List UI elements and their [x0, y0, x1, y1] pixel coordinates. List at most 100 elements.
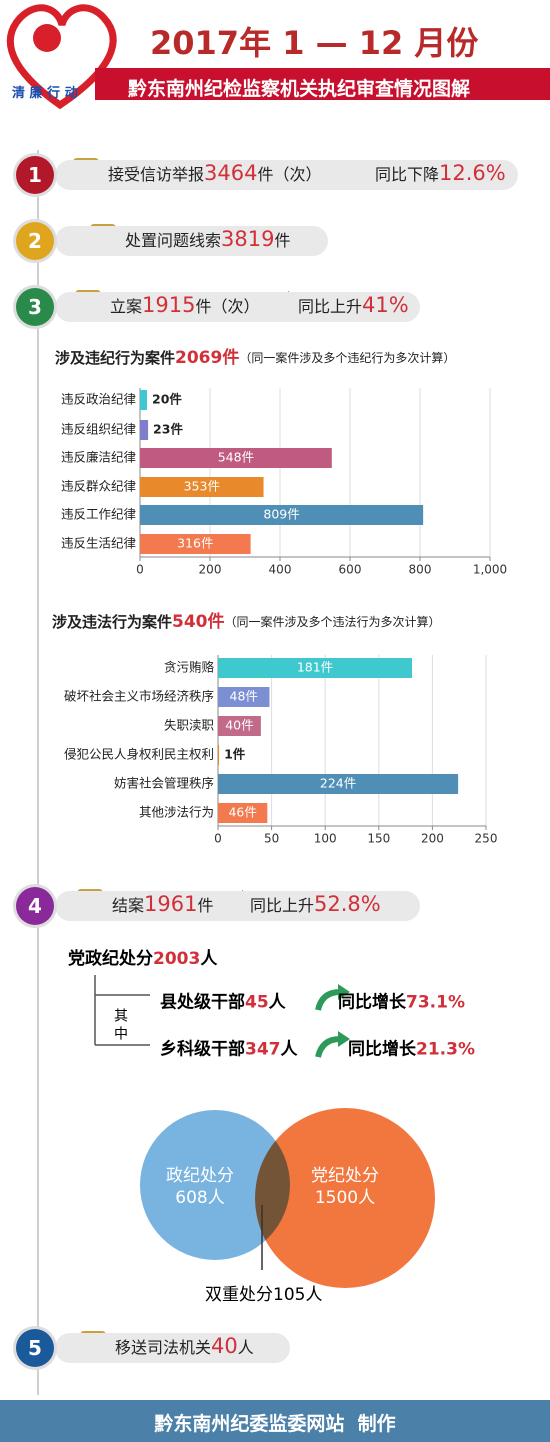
logo-heart [6, 4, 117, 110]
section-part: 接受信访举报 [108, 165, 205, 184]
category-label: 失职渎职 [164, 718, 214, 733]
value-label: 40件 [225, 718, 253, 733]
section-trend: 同比下降 12.6% [375, 161, 506, 185]
section-text: 移送司法机关 40 人 [115, 1334, 254, 1358]
chart-title-text: 涉及违法行为案件 [52, 613, 172, 631]
value-label: 46件 [228, 805, 256, 820]
trend-arrow-head [338, 1031, 350, 1047]
title: 2017年 1 — 12 月份 [150, 24, 479, 62]
x-tick-label: 150 [367, 832, 390, 846]
x-tick-label: 200 [421, 832, 444, 846]
category-label: 违反工作纪律 [61, 507, 136, 522]
x-tick-label: 50 [264, 832, 279, 846]
trend-arrow [315, 1036, 341, 1058]
venn-overlap: 双重处分105人 [205, 1285, 323, 1305]
category-label: 贪污贿赂 [164, 660, 215, 675]
trend-label: 同比下降 [375, 165, 440, 184]
bar [218, 803, 268, 823]
chart-title-value: 540件 [172, 611, 225, 632]
category-label: 其他涉法行为 [139, 805, 214, 820]
venn-left-text: 政纪处分 608人 [166, 1166, 234, 1208]
section-text: 接受信访举报 3464 件（次） [108, 161, 321, 185]
value-label: 316件 [177, 536, 213, 551]
section-number: 2 [16, 222, 54, 260]
section-pill [55, 1333, 290, 1363]
bar [218, 774, 459, 794]
footer: 黔东南州纪委监委网站 制作 [154, 1413, 396, 1435]
trend-value: 12.6% [439, 161, 506, 185]
value-label: 181件 [297, 660, 333, 675]
section-part: 处置问题线索 [125, 231, 222, 250]
category-label: 违反群众纪律 [61, 479, 136, 494]
sanction-total: 党政纪处分2003人 [68, 949, 218, 969]
section-trend: 同比上升 52.8% [250, 892, 381, 916]
section-part: 结案 [112, 896, 145, 915]
section-part: 1961 [144, 892, 198, 916]
section-part: 1915 [142, 293, 196, 317]
subtitle-band [95, 68, 550, 100]
section-text: 处置问题线索 3819 件 [125, 227, 290, 251]
x-tick-label: 400 [269, 563, 292, 577]
bar [218, 716, 261, 736]
section-part: 立案 [110, 297, 143, 316]
x-tick-label: 100 [314, 832, 337, 846]
section-part: 3464 [204, 161, 258, 185]
bar [218, 687, 270, 707]
category-label: 妨害社会管理秩序 [114, 776, 214, 791]
x-tick-label: 1,000 [473, 563, 507, 577]
section-part: 40 [211, 1334, 238, 1358]
sanction-trend: 同比增长73.1% [338, 992, 465, 1013]
sanction-row: 县处级干部45人 [160, 992, 286, 1013]
section-part: 件 [274, 231, 291, 250]
section-pill [55, 292, 420, 322]
value-label: 20件 [152, 392, 182, 407]
logo-text: 清 廉 行 动 [12, 86, 78, 101]
x-tick-label: 200 [199, 563, 222, 577]
trend-arrow-head [338, 984, 350, 1000]
value-label: 48件 [230, 689, 258, 704]
chart-title-value: 2069件 [175, 347, 239, 368]
subtitle: 黔东南州纪检监察机关执纪审查情况图解 [128, 78, 471, 100]
chart-note: （同一案件涉及多个违法行为多次计算） [225, 614, 441, 629]
bar [140, 534, 251, 554]
category-label: 违反政治纪律 [61, 392, 136, 407]
section-part: 件（次） [195, 297, 260, 316]
logo-emblem [33, 24, 61, 52]
value-label: 1件 [224, 747, 246, 762]
bar [140, 448, 332, 468]
category-label: 违反廉洁纪律 [61, 450, 136, 465]
chart-title: 涉及违纪行为案件2069件（同一案件涉及多个违纪行为多次计算） [55, 347, 455, 368]
section-pill [55, 891, 420, 921]
chart-note: （同一案件涉及多个违纪行为多次计算） [239, 350, 455, 365]
among: 其中 [112, 1008, 128, 1044]
section-pill [55, 160, 518, 190]
trend-value: 52.8% [314, 892, 381, 916]
trend-label: 同比上升 [298, 297, 363, 316]
venn-left [140, 1110, 290, 1260]
category-label: 违反生活纪律 [61, 536, 136, 551]
bar [140, 420, 149, 440]
section-number: 5 [16, 1329, 54, 1367]
bar [218, 745, 220, 765]
section-number: 4 [16, 887, 54, 925]
trend-value: 41% [362, 293, 409, 317]
trend-arrow [315, 989, 341, 1011]
venn-right [255, 1108, 435, 1288]
trend-label: 同比上升 [250, 896, 315, 915]
x-tick-label: 250 [475, 832, 498, 846]
value-label: 224件 [320, 776, 356, 791]
value-label: 809件 [263, 507, 299, 522]
x-tick-label: 0 [136, 563, 144, 577]
section-part: 件 [197, 896, 214, 915]
category-label: 侵犯公民人身权利民主权利 [64, 747, 214, 762]
venn-right-text: 党纪处分 1500人 [311, 1166, 379, 1208]
bar [218, 658, 413, 678]
x-tick-label: 600 [339, 563, 362, 577]
value-label: 23件 [153, 422, 183, 437]
x-tick-label: 800 [409, 563, 432, 577]
section-part: 移送司法机关 [115, 1338, 212, 1357]
bar [140, 477, 264, 497]
bar [140, 505, 424, 525]
section-text: 立案 1915 件（次） [110, 293, 259, 317]
